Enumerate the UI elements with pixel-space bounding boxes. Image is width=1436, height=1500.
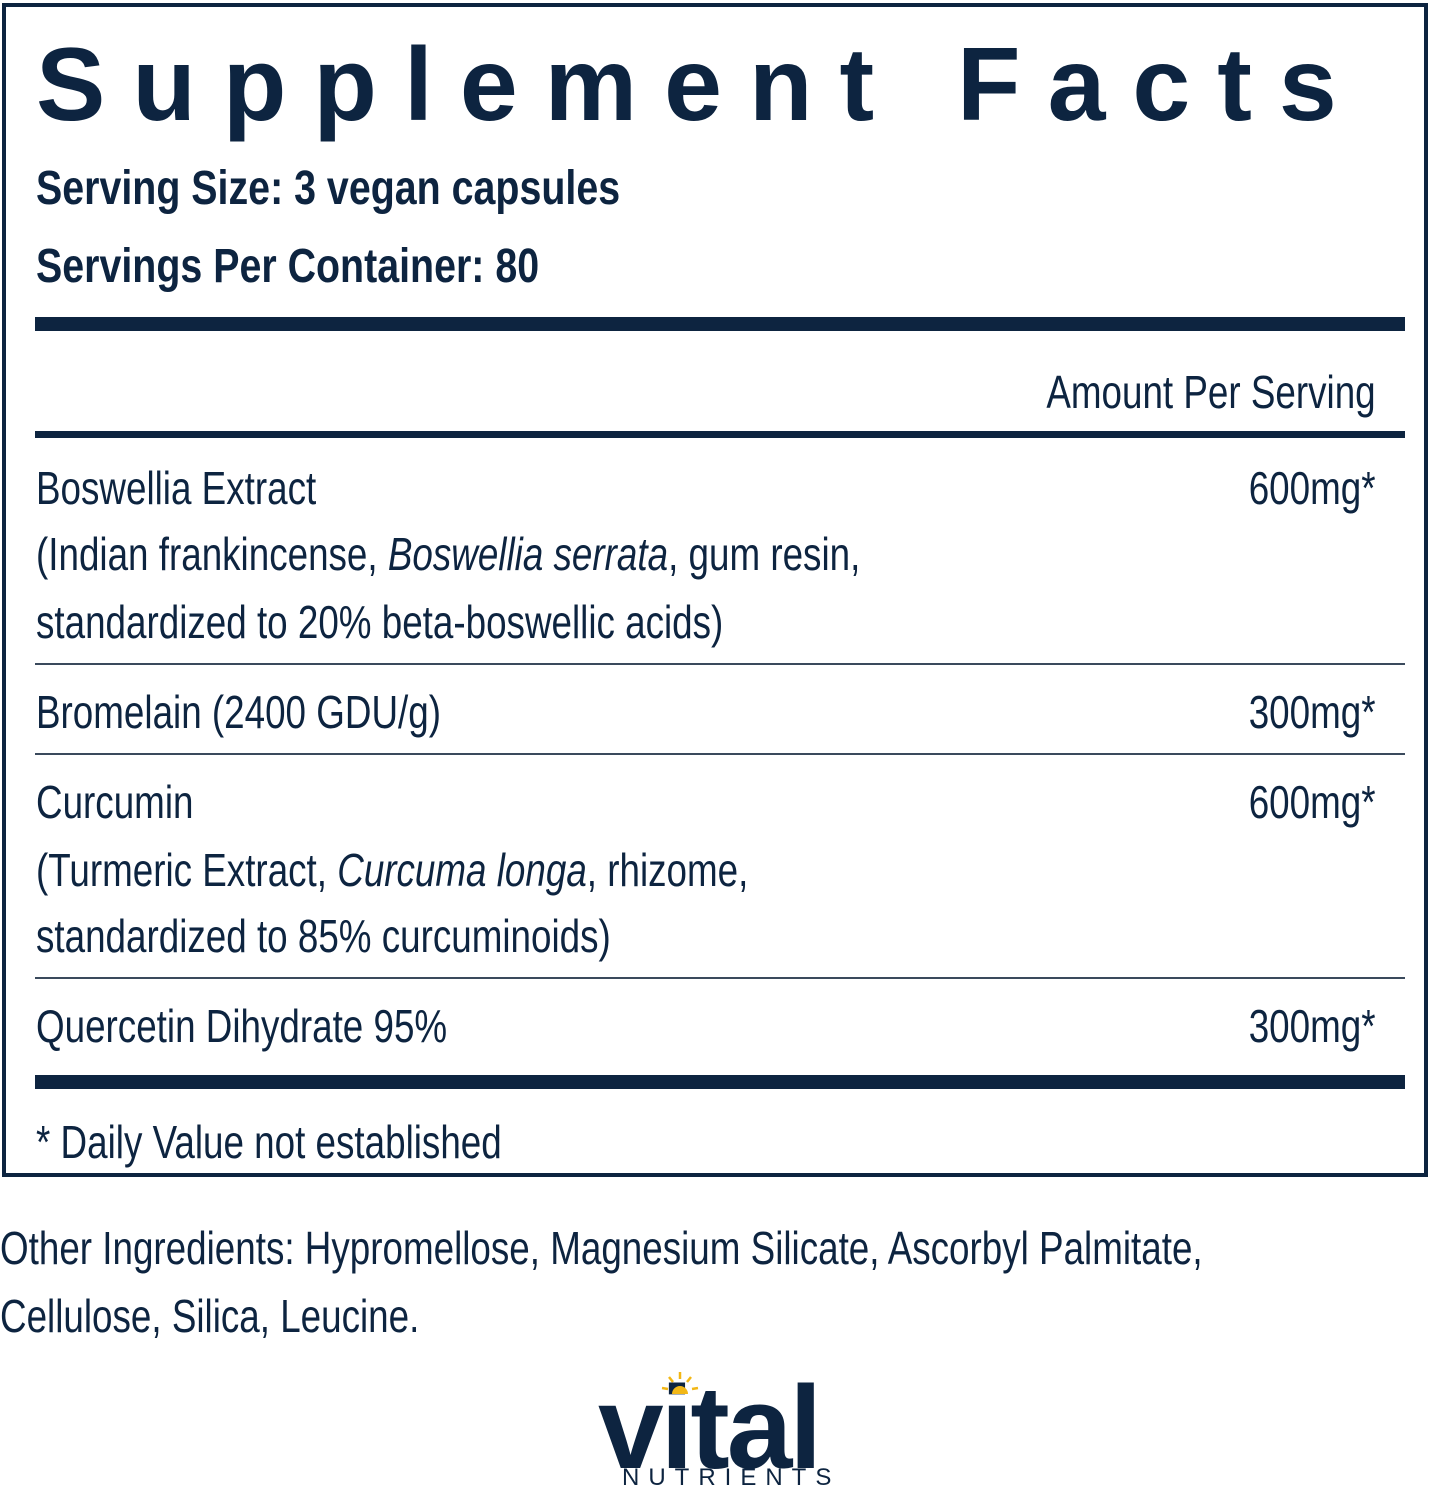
ingredient-detail: standardized to 85% curcuminoids): [36, 910, 611, 962]
ingredient-detail: (Turmeric Extract, Curcuma longa, rhizom…: [36, 837, 748, 903]
ingredient-amount: 300mg*: [1249, 1000, 1376, 1052]
ingredient-detail: standardized to 20% beta-boswellic acids…: [36, 596, 724, 648]
other-ingredients-line2: Cellulose, Silica, Leucine.: [0, 1290, 420, 1342]
brand-wordmark: vital: [598, 1362, 822, 1494]
divider-row: [35, 663, 1405, 665]
latin-name: Curcuma longa: [337, 844, 587, 896]
amount-per-serving-header: Amount Per Serving: [1046, 366, 1376, 418]
supplement-facts-panel: Supplement Facts Serving Size: 3 vegan c…: [2, 3, 1428, 1177]
ingredient-name: Bromelain (2400 GDU/g): [36, 686, 441, 738]
panel-title: Supplement Facts: [36, 27, 1364, 143]
ingredient-amount: 600mg*: [1249, 776, 1376, 828]
ingredient-name: Curcumin: [36, 776, 194, 828]
daily-value-footnote: * Daily Value not established: [36, 1116, 502, 1168]
ingredient-name: Boswellia Extract: [36, 462, 317, 514]
brand-logo: vital NUTRIENTS: [598, 1368, 848, 1498]
other-ingredients: Other Ingredients: Hypromellose, Magnesi…: [0, 1214, 1203, 1350]
divider-thick-bottom: [35, 1075, 1405, 1089]
detail-text: (Indian frankincense,: [36, 528, 388, 580]
ingredient-name: Quercetin Dihydrate 95%: [36, 1000, 448, 1052]
divider-thick-top: [35, 317, 1405, 331]
ingredient-amount: 300mg*: [1249, 686, 1376, 738]
detail-text: , gum resin,: [668, 528, 861, 580]
serving-size: Serving Size: 3 vegan capsules: [36, 162, 621, 215]
ingredient-detail: (Indian frankincense, Boswellia serrata,…: [36, 521, 860, 587]
detail-text: , rhizome,: [586, 844, 749, 896]
other-ingredients-line1: Other Ingredients: Hypromellose, Magnesi…: [0, 1222, 1203, 1274]
servings-per-container: Servings Per Container: 80: [36, 240, 540, 293]
divider-row: [35, 977, 1405, 979]
divider-header: [35, 431, 1405, 438]
sun-icon: [661, 1372, 699, 1394]
latin-name: Boswellia serrata: [387, 528, 669, 580]
divider-row: [35, 753, 1405, 755]
ingredient-amount: 600mg*: [1249, 462, 1376, 514]
detail-text: (Turmeric Extract,: [36, 844, 338, 896]
brand-subtext: NUTRIENTS: [622, 1464, 841, 1491]
